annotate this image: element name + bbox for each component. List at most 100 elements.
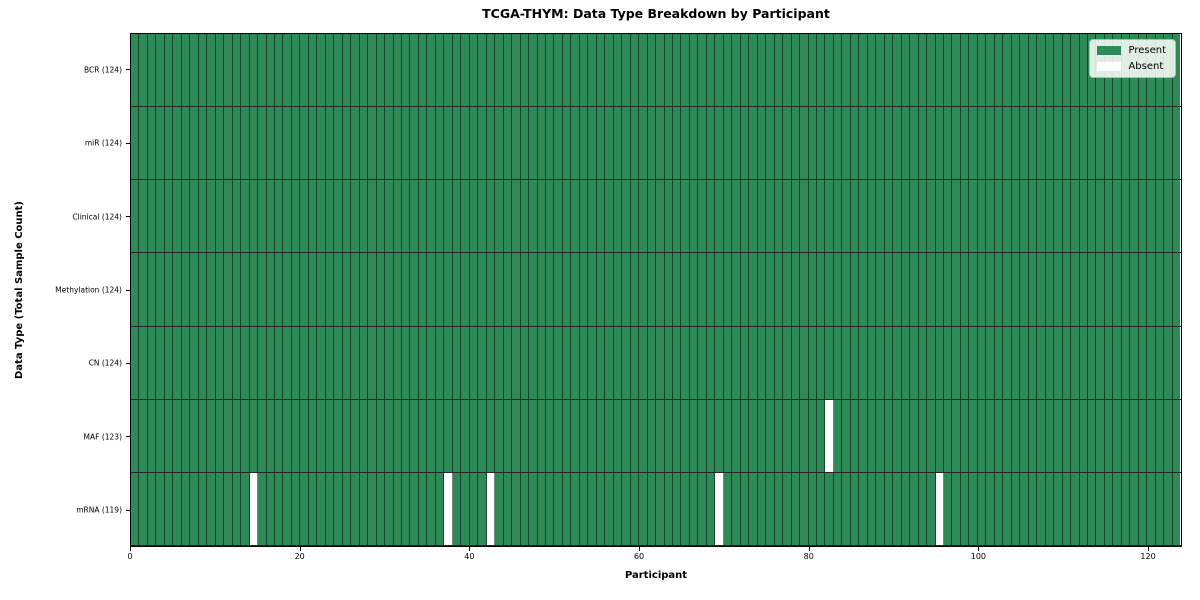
x-tick-mark (639, 547, 641, 551)
heatmap-cell (241, 399, 250, 472)
heatmap-cell (385, 472, 394, 545)
heatmap-cell (164, 180, 174, 253)
heatmap-cell (816, 472, 826, 545)
heatmap-cell (393, 326, 402, 399)
x-tick-label: 100 (970, 552, 987, 561)
heatmap-cell (1096, 326, 1105, 399)
heatmap-cell (910, 326, 919, 399)
heatmap-cell (173, 253, 182, 326)
heatmap-cell (308, 107, 318, 180)
heatmap-cell (1045, 34, 1055, 107)
heatmap-cell (266, 472, 275, 545)
heatmap-cell (630, 472, 640, 545)
heatmap-cell (1079, 326, 1088, 399)
y-tick-label: CN (124) (88, 358, 122, 368)
heatmap-cell (461, 326, 470, 399)
heatmap-cell (359, 253, 369, 326)
heatmap-cell (452, 326, 462, 399)
heatmap-cell (935, 107, 944, 180)
heatmap-cell (512, 472, 521, 545)
heatmap-cell (1020, 107, 1029, 180)
heatmap-cell (783, 326, 792, 399)
heatmap-cell (757, 326, 767, 399)
heatmap-cell (918, 107, 928, 180)
heatmap-cell (300, 399, 309, 472)
heatmap-cell (554, 326, 563, 399)
heatmap-cell (537, 326, 546, 399)
heatmap-cell (859, 399, 868, 472)
heatmap-cell (969, 107, 978, 180)
heatmap-cell (927, 34, 936, 107)
heatmap-cell (740, 180, 750, 253)
heatmap-cell (969, 326, 978, 399)
heatmap-cell (1071, 180, 1080, 253)
heatmap-cell (181, 180, 191, 253)
heatmap-cell (495, 399, 504, 472)
heatmap-cell (503, 34, 513, 107)
heatmap-cell (562, 253, 572, 326)
heatmap-cell (969, 180, 978, 253)
heatmap-cell (173, 180, 182, 253)
y-tick-mark (126, 216, 130, 218)
heatmap-cell (1054, 326, 1063, 399)
heatmap-cell (181, 34, 191, 107)
heatmap-cell (647, 326, 657, 399)
heatmap-cell (579, 399, 589, 472)
heatmap-cell (986, 472, 995, 545)
heatmap-cell (960, 107, 970, 180)
heatmap-cell (588, 107, 597, 180)
heatmap-cell (317, 107, 326, 180)
heatmap-cell (512, 34, 521, 107)
heatmap-cell (427, 180, 436, 253)
heatmap-cell (1087, 472, 1097, 545)
heatmap-cell (833, 326, 843, 399)
heatmap-cell (960, 180, 970, 253)
heatmap-cell (190, 34, 199, 107)
heatmap-cell (1071, 472, 1080, 545)
heatmap-cell (639, 107, 648, 180)
heatmap-cell (503, 107, 513, 180)
heatmap-cell (452, 399, 462, 472)
heatmap-cell (588, 253, 597, 326)
heatmap-cell (410, 180, 419, 253)
heatmap-cell (994, 107, 1004, 180)
heatmap-cell (910, 472, 919, 545)
heatmap-cell (520, 253, 530, 326)
heatmap-cell (800, 472, 809, 545)
heatmap-cell (893, 472, 902, 545)
heatmap-cell (258, 180, 267, 253)
heatmap-cell (283, 399, 292, 472)
heatmap-cell (774, 253, 784, 326)
heatmap-cell (808, 472, 817, 545)
heatmap-cell (1147, 399, 1156, 472)
heatmap-cell (706, 326, 716, 399)
heatmap-cell (334, 253, 343, 326)
heatmap-cell (562, 326, 572, 399)
heatmap-cell (1087, 253, 1097, 326)
heatmap-cell (901, 472, 911, 545)
heatmap-cell (1147, 472, 1156, 545)
heatmap-cell (605, 326, 614, 399)
heatmap-cell (994, 472, 1004, 545)
heatmap-cell (1138, 107, 1148, 180)
heatmap-cell (537, 253, 546, 326)
heatmap-cell (1020, 399, 1029, 472)
heatmap-cell (571, 253, 580, 326)
heatmap-cell (715, 399, 724, 472)
heatmap-cell (232, 326, 242, 399)
heatmap-cell (783, 399, 792, 472)
heatmap-cell (1020, 326, 1029, 399)
heatmap-cell (1003, 180, 1012, 253)
heatmap-cell (689, 180, 699, 253)
heatmap-cell (190, 399, 199, 472)
heatmap-cell (1121, 326, 1131, 399)
heatmap-cell (452, 472, 462, 545)
heatmap-cell (317, 34, 326, 107)
heatmap-cell (647, 34, 657, 107)
heatmap-cell (1079, 34, 1088, 107)
heatmap-cell (342, 472, 352, 545)
heatmap-cell (1104, 107, 1114, 180)
heatmap-cell (258, 326, 267, 399)
x-tick-label: 80 (803, 552, 814, 561)
heatmap-cell (977, 107, 987, 180)
